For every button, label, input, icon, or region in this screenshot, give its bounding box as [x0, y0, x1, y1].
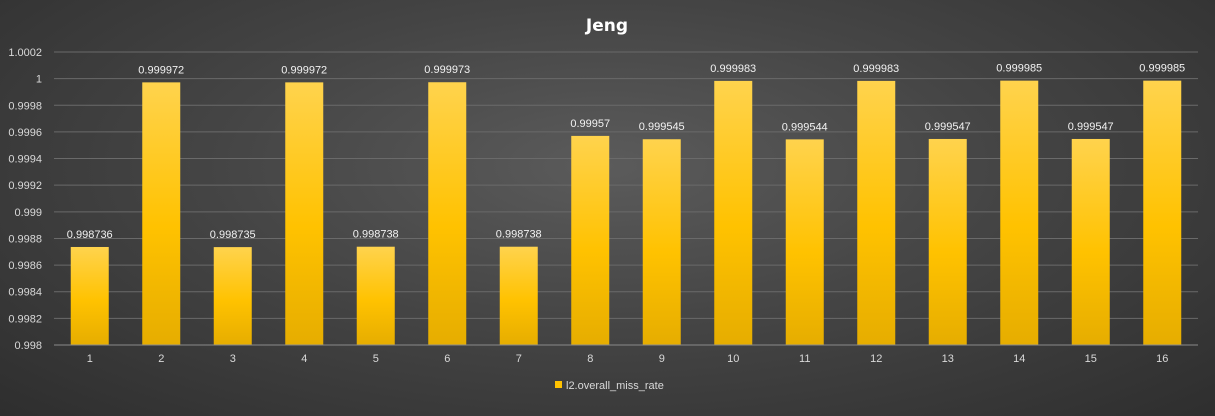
- data-label: 0.998738: [496, 229, 542, 241]
- x-tick-label: 5: [373, 353, 379, 365]
- data-label: 0.99957: [570, 118, 610, 130]
- chart-title: Jeng: [585, 16, 628, 36]
- bar: [213, 247, 252, 345]
- legend-label: l2.overall_miss_rate: [566, 380, 664, 392]
- x-axis-ticks: 1 2 3 4 5 6 7 8 9 10 11 12 13 14 15 16: [87, 353, 1169, 365]
- y-tick-label: 0.998: [14, 340, 42, 352]
- bars: [70, 80, 1182, 346]
- bar: [928, 138, 967, 345]
- data-label: 0.999985: [1139, 63, 1185, 75]
- data-label: 0.999983: [710, 63, 756, 75]
- y-tick-label: 0.9986: [8, 260, 42, 272]
- y-tick-label: 0.9982: [8, 313, 42, 325]
- bar: [1143, 80, 1182, 345]
- x-tick-label: 1: [87, 353, 93, 365]
- x-tick-label: 14: [1013, 353, 1025, 365]
- x-tick-label: 3: [230, 353, 236, 365]
- x-tick-label: 10: [727, 353, 739, 365]
- bar: [142, 82, 181, 346]
- bar: [70, 246, 109, 345]
- data-label: 0.999983: [853, 63, 899, 75]
- bar: [857, 80, 896, 345]
- data-label: 0.999973: [424, 64, 470, 76]
- x-tick-label: 12: [870, 353, 882, 365]
- bar: [1000, 80, 1039, 345]
- y-tick-label: 1: [36, 74, 42, 86]
- x-tick-label: 11: [799, 353, 810, 365]
- x-tick-label: 9: [659, 353, 665, 365]
- data-label: 0.999972: [281, 64, 327, 76]
- legend-swatch: [555, 381, 562, 388]
- x-tick-label: 4: [301, 353, 307, 365]
- y-tick-label: 1.0002: [8, 47, 42, 59]
- data-label: 0.998736: [67, 229, 113, 241]
- data-label: 0.998738: [353, 229, 399, 241]
- legend: l2.overall_miss_rate: [555, 380, 664, 392]
- data-label: 0.999547: [1068, 121, 1114, 133]
- data-label: 0.999972: [138, 64, 184, 76]
- x-tick-label: 2: [158, 353, 164, 365]
- y-tick-label: 0.9988: [8, 233, 42, 245]
- bar: [356, 246, 395, 345]
- y-tick-label: 0.9998: [8, 100, 42, 112]
- y-tick-label: 0.999: [14, 207, 42, 219]
- bar: [642, 139, 681, 345]
- data-labels: 0.998736 0.999972 0.998735 0.999972 0.998738…: [67, 63, 1185, 241]
- x-tick-label: 7: [516, 353, 522, 365]
- bar: [571, 135, 610, 345]
- x-tick-label: 15: [1085, 353, 1097, 365]
- bar: [285, 82, 324, 346]
- y-tick-label: 0.9994: [8, 154, 42, 166]
- bar: [785, 139, 824, 345]
- data-label: 0.999985: [996, 63, 1042, 75]
- y-tick-label: 0.9996: [8, 127, 42, 139]
- data-label: 0.999544: [782, 121, 828, 133]
- x-tick-label: 13: [942, 353, 954, 365]
- x-tick-label: 8: [587, 353, 593, 365]
- bar: [428, 82, 467, 345]
- bar: [714, 80, 753, 345]
- data-label: 0.999547: [925, 121, 971, 133]
- bar: [1071, 138, 1110, 345]
- x-tick-label: 6: [444, 353, 450, 365]
- y-tick-label: 0.9992: [8, 180, 42, 192]
- data-label: 0.998735: [210, 229, 256, 241]
- data-label: 0.999545: [639, 121, 685, 133]
- y-axis-ticks: 0.998 0.9982 0.9984 0.9986 0.9988 0.999 0.9992…: [8, 47, 42, 352]
- bar: [499, 246, 538, 345]
- x-tick-label: 16: [1156, 353, 1168, 365]
- y-tick-label: 0.9984: [8, 287, 42, 299]
